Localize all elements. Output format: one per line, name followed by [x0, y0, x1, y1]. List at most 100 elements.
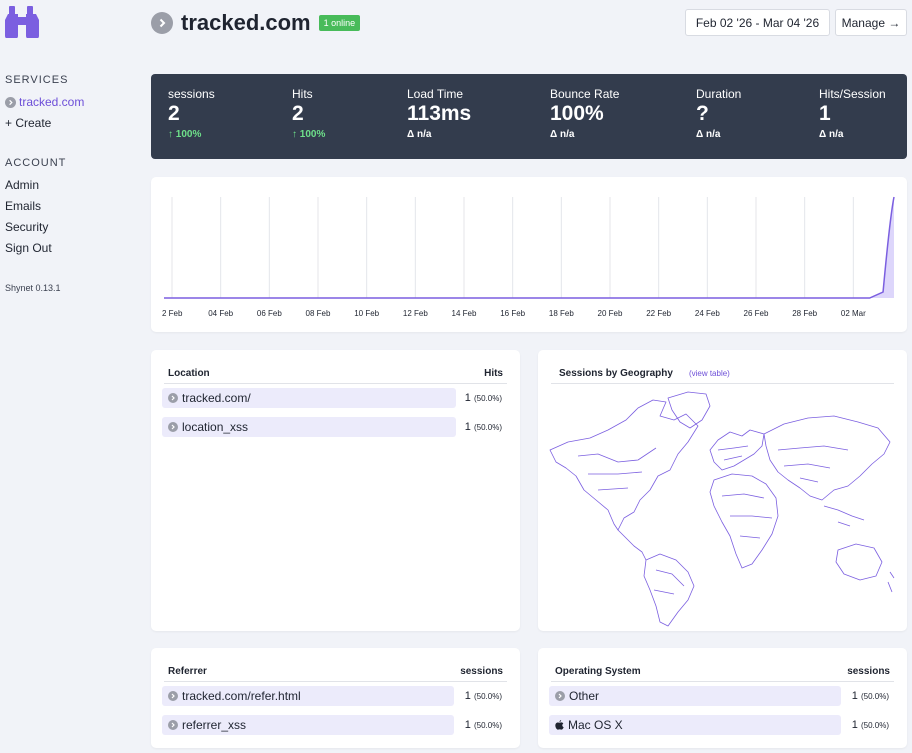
referrer-card: Referrer sessions tracked.com/refer.html…: [151, 648, 520, 748]
sessions-area: [164, 197, 894, 298]
table-row[interactable]: tracked.com/refer.html 1 (50.0%): [162, 686, 508, 706]
date-range-button[interactable]: Feb 02 '26 - Mar 04 '26: [685, 9, 830, 36]
map-region-new-zealand: [887, 571, 895, 593]
x-tick-label: 26 Feb: [744, 309, 769, 318]
stat-delta: ↑ 100%: [168, 129, 202, 140]
table-row[interactable]: Mac OS X 1 (50.0%): [549, 715, 895, 735]
stat-label: sessions: [168, 87, 215, 101]
row-count: 1: [464, 690, 471, 702]
table-row[interactable]: referrer_xss 1 (50.0%): [162, 715, 508, 735]
x-tick-label: 06 Feb: [257, 309, 282, 318]
row-value: 1 (50.0%): [465, 392, 502, 404]
sidebar-item-admin[interactable]: Admin: [5, 178, 40, 192]
sidebar-item-tracked-com[interactable]: tracked.com: [5, 95, 84, 109]
apple-icon: [555, 720, 564, 730]
os-title: Operating System: [555, 665, 641, 677]
referrer-header: Referrer sessions: [164, 661, 507, 682]
stat-delta: Δ n/a: [407, 129, 432, 140]
stat-value: ?: [696, 102, 709, 125]
row-pct: (50.0%): [473, 423, 502, 432]
map-region-africa: [709, 473, 779, 569]
sessions-chart-card: 2 Feb 04 Feb 06 Feb 08 Feb 10 Feb 12 Feb 14 Fe…: [151, 177, 907, 332]
stat-label: Load Time: [407, 87, 464, 101]
stat-label: Bounce Rate: [550, 87, 620, 101]
row-bar: tracked.com/: [162, 388, 456, 408]
sidebar-item-security[interactable]: Security: [5, 220, 49, 234]
manage-button[interactable]: Manage →: [835, 9, 907, 36]
sidebar-item-create[interactable]: + Create: [5, 116, 52, 130]
table-row[interactable]: tracked.com/ 1 (50.0%): [162, 388, 508, 408]
stat-value: 100%: [550, 102, 604, 125]
referrer-title: Referrer: [168, 665, 207, 677]
sidebar: SERVICES tracked.com + Create ACCOUNT Ad…: [0, 0, 140, 753]
sessions-chart[interactable]: 2 Feb 04 Feb 06 Feb 08 Feb 10 Feb 12 Feb 14 Fe…: [151, 177, 907, 332]
map-region-australia: [835, 543, 883, 581]
stat-bounce-rate: Bounce Rate 100% Δ n/a: [550, 87, 619, 140]
row-value: 1 (50.0%): [465, 690, 502, 702]
stat-value: 1: [819, 102, 831, 125]
row-pct: (50.0%): [473, 692, 502, 701]
x-tick-label: 20 Feb: [598, 309, 623, 318]
row-label: tracked.com/: [182, 391, 251, 405]
stat-label: Duration: [696, 87, 742, 101]
row-bar: location_xss: [162, 417, 456, 437]
row-value: 1 (50.0%): [465, 421, 502, 433]
row-label: tracked.com/refer.html: [182, 689, 301, 703]
location-card: Location Hits tracked.com/ 1 (50.0%) loc…: [151, 350, 520, 631]
page-title-group: tracked.com 1 online: [151, 10, 361, 36]
chevron-right-circle-icon: [168, 691, 178, 701]
row-count: 1: [464, 719, 471, 731]
row-value: 1 (50.0%): [852, 719, 889, 731]
page-title: tracked.com: [181, 10, 311, 35]
map-region-south-america: [643, 553, 695, 627]
sidebar-item-sign-out[interactable]: Sign Out: [5, 241, 52, 255]
row-value: 1 (50.0%): [852, 690, 889, 702]
geography-title-group: Sessions by Geography (view table): [551, 368, 738, 379]
chevron-right-circle-icon[interactable]: [151, 12, 173, 34]
stat-hits-per-session: Hits/Session 1 Δ n/a: [819, 87, 886, 140]
stat-label: Hits: [292, 87, 313, 101]
os-card: Operating System sessions Other 1 (50.0%…: [538, 648, 907, 748]
location-col-header: Hits: [484, 367, 503, 379]
row-bar: tracked.com/refer.html: [162, 686, 454, 706]
stat-hits: Hits 2 ↑ 100%: [292, 87, 325, 140]
stat-value: 113ms: [407, 102, 472, 125]
row-count: 1: [464, 392, 471, 404]
table-row[interactable]: location_xss 1 (50.0%): [162, 417, 508, 437]
version-label: Shynet 0.13.1: [5, 283, 61, 293]
table-row[interactable]: Other 1 (50.0%): [549, 686, 895, 706]
row-count: 1: [851, 719, 858, 731]
chevron-right-circle-icon: [168, 720, 178, 730]
geography-header: Sessions by Geography (view table): [551, 363, 894, 384]
map-region-north-america: [549, 399, 699, 531]
chevron-right-circle-icon: [555, 691, 565, 701]
map-region-se-asia: [823, 505, 865, 527]
sidebar-item-label: tracked.com: [19, 95, 85, 109]
x-tick-label: 04 Feb: [208, 309, 233, 318]
stat-value: 2: [292, 102, 304, 125]
chevron-right-circle-icon: [168, 422, 178, 432]
x-tick-label: 16 Feb: [500, 309, 525, 318]
referrer-col-header: sessions: [460, 665, 503, 677]
geography-card: Sessions by Geography (view table): [538, 350, 907, 631]
online-badge: 1 online: [318, 15, 361, 31]
row-label: Mac OS X: [568, 718, 623, 732]
binoculars-logo-icon[interactable]: [5, 6, 41, 38]
stat-delta: ↑ 100%: [292, 129, 326, 140]
row-bar: Mac OS X: [549, 715, 841, 735]
chevron-right-circle-icon: [168, 393, 178, 403]
location-title: Location: [168, 367, 210, 379]
world-map[interactable]: [538, 350, 907, 631]
row-label: Other: [569, 689, 600, 703]
stat-sessions: sessions 2 ↑ 100%: [168, 87, 215, 140]
account-heading: ACCOUNT: [5, 157, 67, 169]
row-bar: Other: [549, 686, 841, 706]
sidebar-item-emails[interactable]: Emails: [5, 199, 42, 213]
geography-title: Sessions by Geography: [559, 367, 673, 379]
stat-delta: Δ n/a: [696, 129, 721, 140]
row-value: 1 (50.0%): [465, 719, 502, 731]
map-region-greenland: [667, 391, 711, 429]
stat-load-time: Load Time 113ms Δ n/a: [407, 87, 471, 140]
services-heading: SERVICES: [5, 74, 69, 86]
view-table-link[interactable]: (view table): [688, 368, 730, 378]
